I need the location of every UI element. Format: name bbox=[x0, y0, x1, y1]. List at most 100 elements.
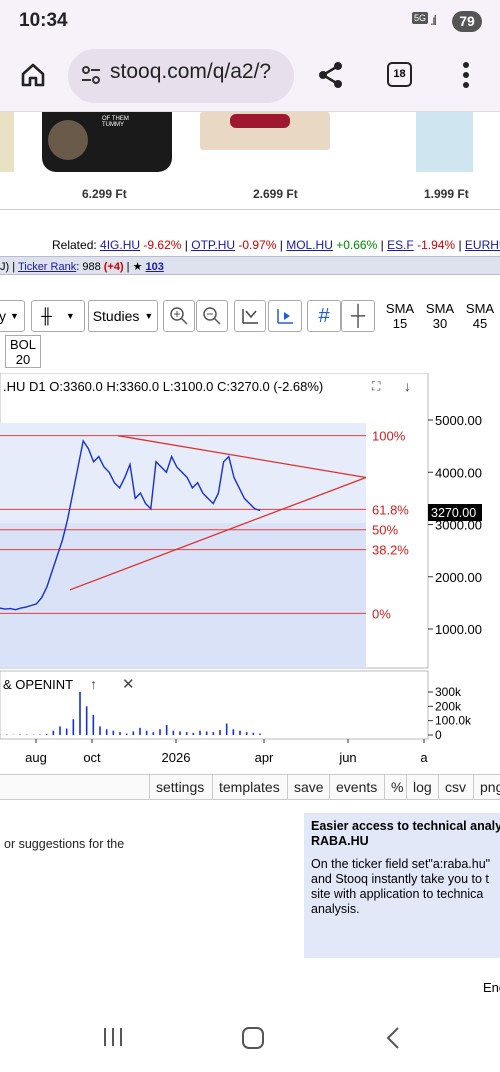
zoom-out-icon bbox=[203, 307, 221, 325]
y-tick-label: 2000.00 bbox=[435, 570, 482, 585]
chart-ohlc-header: .HU D1 O:3360.0 H:3360.0 L:3100.0 C:3270… bbox=[3, 379, 323, 394]
site-settings-icon[interactable] bbox=[80, 64, 102, 86]
events-button[interactable]: events bbox=[329, 775, 383, 799]
volume-label: & OPENINT bbox=[3, 677, 73, 692]
studies-dropdown[interactable]: Studies ▼ bbox=[88, 300, 158, 332]
log-button[interactable]: log bbox=[406, 775, 438, 799]
related-link[interactable]: ES.F bbox=[387, 238, 414, 252]
sma-30-toggle[interactable]: SMA 30 bbox=[420, 300, 460, 334]
ticker-rank-link[interactable]: Ticker Rank bbox=[17, 261, 77, 273]
triangle-upper-line bbox=[117, 435, 367, 479]
chart-toolbar: y ▼ ╫ ▼ Studies ▼ # ┼ SMA 15 SMA 30 SMA 45 bbox=[0, 300, 500, 334]
close-icon[interactable]: ✕ bbox=[122, 676, 135, 693]
browser-toolbar: stooq.com/q/a2/? 18 bbox=[0, 44, 500, 112]
csv-button[interactable]: csv bbox=[438, 775, 472, 799]
chart-type-dropdown[interactable]: y ▼ bbox=[0, 300, 25, 332]
product-ad-strip: OF THEM TUMMY 6.299 Ft 2.699 Ft 1.999 Ft bbox=[0, 112, 500, 210]
product-image-edge bbox=[0, 112, 14, 172]
related-link[interactable]: EURHUF bbox=[464, 238, 500, 252]
product-image-box[interactable] bbox=[200, 112, 330, 150]
candle-style-dropdown[interactable]: ╫ ▼ bbox=[31, 300, 85, 332]
sma-label: SMA bbox=[425, 301, 455, 316]
star-count-link[interactable]: 103 bbox=[145, 261, 164, 273]
sma-15-toggle[interactable]: SMA 15 bbox=[380, 300, 420, 334]
vol-tick-label: 200k bbox=[435, 699, 462, 713]
percent-button[interactable]: % bbox=[384, 775, 409, 799]
language-link[interactable]: Eng bbox=[483, 980, 500, 995]
x-tick-label: a bbox=[420, 750, 428, 765]
more-menu-icon[interactable] bbox=[462, 60, 470, 90]
product-price: 2.699 Ft bbox=[253, 187, 298, 201]
star-icon: | ★ bbox=[123, 261, 146, 273]
chart-canvas[interactable]: 100% 61.8% 50% 38.2% 0% 5000.00 4000.00 3000.0… bbox=[0, 372, 500, 773]
address-bar[interactable] bbox=[68, 49, 294, 103]
signal-icon: .ıl bbox=[430, 12, 437, 28]
sma-label: SMA bbox=[385, 301, 415, 316]
related-tickers: Related: 4IG.HU -9.62% | OTP.HU -0.97% |… bbox=[0, 238, 500, 252]
x-tick-label: jun bbox=[338, 750, 356, 765]
collapse-up-icon[interactable]: ↑ bbox=[90, 676, 97, 692]
bol-period: 20 bbox=[15, 352, 31, 367]
fib-level-label: 61.8% bbox=[372, 502, 409, 517]
candlestick-icon: ╫ bbox=[41, 307, 52, 325]
back-icon[interactable] bbox=[384, 1026, 402, 1050]
save-button[interactable]: save bbox=[287, 775, 330, 799]
network-badge: 5G bbox=[412, 12, 429, 24]
crosshair-button[interactable]: ┼ bbox=[341, 300, 375, 332]
price-chart[interactable]: 100% 61.8% 50% 38.2% 0% 5000.00 4000.00 3000.0… bbox=[0, 372, 500, 773]
related-change: +0.66% bbox=[336, 238, 378, 252]
sma-45-toggle[interactable]: SMA 45 bbox=[460, 300, 500, 334]
studies-label: Studies bbox=[92, 308, 140, 324]
product-image-pack[interactable] bbox=[416, 112, 473, 172]
home-nav-icon[interactable] bbox=[241, 1026, 265, 1050]
zoom-in-button[interactable] bbox=[163, 300, 195, 332]
sma-label: SMA bbox=[465, 301, 495, 316]
info-line: and Stooq instantly take you to t bbox=[311, 872, 489, 886]
y-tick-label: 3000.00 bbox=[435, 518, 482, 533]
chevron-down-icon: ▼ bbox=[10, 311, 19, 321]
related-link[interactable]: MOL.HU bbox=[286, 238, 333, 252]
settings-button[interactable]: settings bbox=[149, 775, 210, 799]
templates-button[interactable]: templates bbox=[212, 775, 286, 799]
bol-label: BOL bbox=[9, 337, 36, 352]
last-price-label: 3270.00 bbox=[431, 506, 476, 520]
vol-tick-label: 300k bbox=[435, 685, 462, 699]
product-price: 6.299 Ft bbox=[82, 187, 127, 201]
x-tick-label: oct bbox=[83, 750, 101, 765]
info-title: Easier access to technical analy RABA.HU bbox=[311, 819, 500, 849]
y-tick-label: 5000.00 bbox=[435, 413, 482, 428]
info-title-line: Easier access to technical analy bbox=[311, 819, 500, 833]
price-line bbox=[0, 439, 261, 611]
bollinger-toggle[interactable]: BOL 20 bbox=[5, 335, 41, 368]
url-text[interactable]: stooq.com/q/a2/? bbox=[110, 60, 272, 83]
related-label: Related: bbox=[52, 238, 97, 252]
product-image-bag[interactable]: OF THEM TUMMY bbox=[42, 112, 172, 172]
chevron-down-icon: ▼ bbox=[144, 311, 154, 321]
home-icon[interactable] bbox=[20, 62, 46, 88]
sma-period: 45 bbox=[472, 316, 488, 331]
grid-toggle-button[interactable]: # bbox=[307, 300, 341, 332]
recent-apps-icon[interactable] bbox=[102, 1026, 124, 1048]
vol-tick-label: 0 bbox=[435, 728, 442, 742]
last-price-badge bbox=[428, 504, 482, 521]
png-button[interactable]: png bbox=[473, 775, 500, 799]
grid-icon: # bbox=[318, 304, 330, 327]
share-icon[interactable] bbox=[316, 60, 346, 90]
triangle-lower-line bbox=[69, 476, 367, 591]
fullscreen-icon[interactable]: ⛶ bbox=[371, 379, 381, 393]
chart-bottom-bar: settings templates save events % log csv… bbox=[0, 774, 500, 800]
related-change: -9.62% bbox=[143, 238, 182, 252]
download-arrow-icon[interactable]: ↓ bbox=[404, 378, 411, 394]
related-change: -1.94% bbox=[417, 238, 456, 252]
zoom-out-button[interactable] bbox=[196, 300, 228, 332]
fit-range-icon bbox=[242, 309, 258, 324]
volume-pane bbox=[0, 670, 429, 740]
sma-period: 15 bbox=[392, 316, 408, 331]
ticker-rank-value: : 988 bbox=[76, 261, 104, 273]
info-box: Easier access to technical analy RABA.HU … bbox=[304, 813, 500, 958]
related-link[interactable]: OTP.HU bbox=[191, 238, 236, 252]
fit-range-button[interactable] bbox=[234, 300, 266, 332]
tab-switcher-button[interactable]: 18 bbox=[387, 62, 412, 87]
related-link[interactable]: 4IG.HU bbox=[100, 238, 141, 252]
scroll-end-button[interactable] bbox=[268, 300, 302, 332]
